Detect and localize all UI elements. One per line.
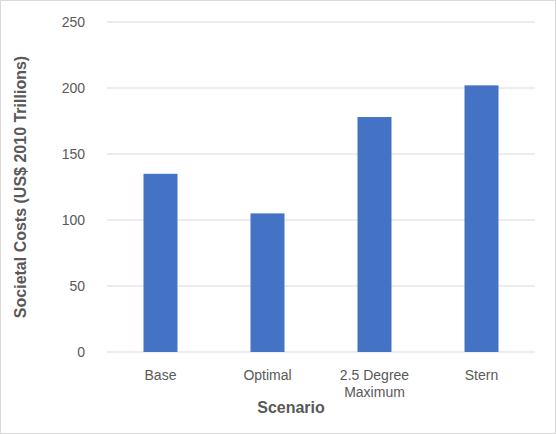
y-tick-label: 200 <box>62 80 86 96</box>
bar <box>358 117 392 352</box>
bar <box>144 174 178 352</box>
y-tick-label: 50 <box>69 278 85 294</box>
chart-background <box>1 1 556 434</box>
x-axis-title: Scenario <box>257 399 325 416</box>
bar <box>251 213 285 352</box>
x-tick-label: 2.5 DegreeMaximum <box>340 367 409 400</box>
bar <box>465 85 499 352</box>
y-axis-title: Societal Costs (US$ 2010 Trillions) <box>12 56 29 318</box>
bars <box>144 85 499 352</box>
y-tick-label: 150 <box>62 146 86 162</box>
x-tick-label: Optimal <box>243 367 291 383</box>
y-tick-label: 100 <box>62 212 86 228</box>
chart-svg: 0 50 100 150 200 250 Base Optimal 2.5 DegreeMaxi… <box>0 0 556 434</box>
chart-container: 0 50 100 150 200 250 Base Optimal 2.5 DegreeMaxi… <box>0 0 556 434</box>
y-tick-label: 0 <box>77 344 85 360</box>
x-tick-label: Stern <box>465 367 498 383</box>
grid-line <box>107 22 535 23</box>
y-tick-label: 250 <box>62 14 86 30</box>
x-tick-label: Base <box>145 367 177 383</box>
